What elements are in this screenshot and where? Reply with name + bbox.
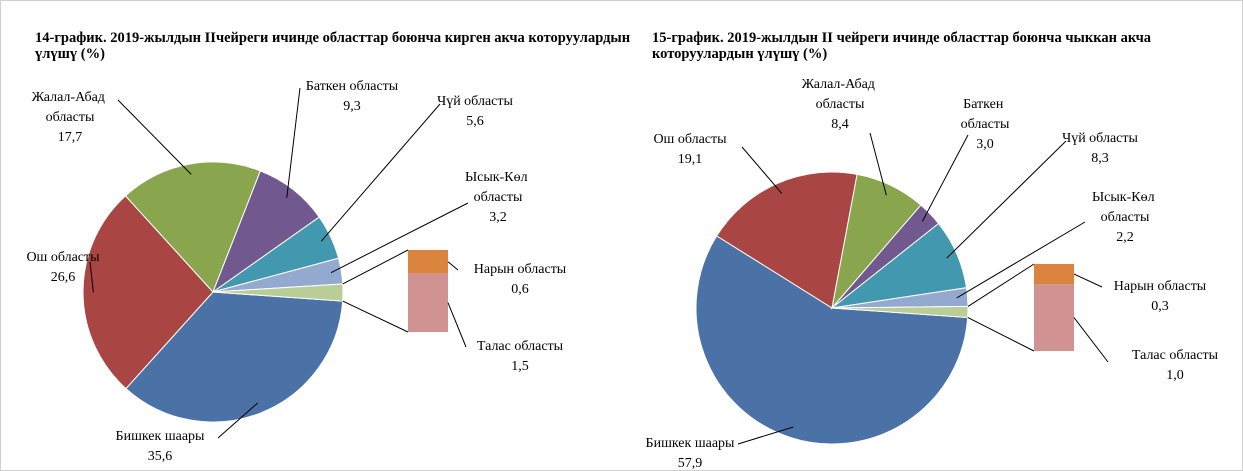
value-label: 1,0: [1166, 368, 1184, 383]
label-line: Баткен: [963, 97, 1007, 112]
leader-line: [1073, 273, 1103, 288]
category-label: Талас областы: [1132, 348, 1219, 363]
category-label: Нарын областы: [1114, 279, 1207, 294]
connector: [342, 249, 409, 285]
leader-line: [447, 302, 467, 348]
value-label: 8,3: [1091, 151, 1109, 166]
value-label: 1,5: [511, 359, 529, 374]
bar-segment: [408, 250, 448, 274]
pie-slice: [124, 161, 261, 293]
value-label: 26,6: [51, 270, 76, 285]
pie-slice: [695, 235, 969, 445]
label-line: Ысык-Көл: [1092, 190, 1158, 205]
category-label: Бишкек шаары: [646, 436, 735, 451]
category-label: Баткен областы: [306, 79, 399, 94]
pie-slice: [716, 171, 858, 309]
category-label: Ош областы: [26, 250, 100, 265]
category-label: Талас областы: [477, 339, 564, 354]
leader-line: [869, 132, 887, 196]
label-line: Ысык-Көл: [465, 170, 531, 185]
value-label: 8,4: [831, 117, 849, 132]
chart-title: 14-график. 2019-жылдын IIчейреги ичинде …: [35, 30, 631, 62]
label-line: Жалал-Абад: [802, 77, 879, 92]
pie-slice-other: [831, 305, 969, 319]
category-label: Жалал-Абад областы: [802, 77, 879, 112]
label-line: областы: [474, 190, 523, 205]
value-label: 9,3: [343, 99, 361, 114]
pie-slice-other: [212, 283, 344, 302]
value-label: 3,0: [976, 137, 994, 152]
value-label: 17,7: [58, 130, 83, 145]
chart-title: 15-график. 2019-жылдын II чейреги ичинде…: [652, 30, 1152, 62]
leader-line: [921, 134, 969, 222]
label-line: Жалал-Абад: [32, 90, 109, 105]
leader-line: [320, 103, 441, 242]
connector: [342, 300, 409, 333]
bar-segment: [1034, 284, 1074, 351]
value-label: 2,2: [1116, 230, 1134, 245]
value-label: 3,2: [489, 210, 507, 225]
category-label: Чүй областы: [437, 94, 513, 109]
bar-segment: [1034, 264, 1074, 285]
value-label: 57,9: [678, 456, 703, 471]
leader-line: [956, 221, 1086, 299]
pie-slice: [125, 291, 344, 423]
bar-segment: [408, 273, 448, 332]
value-label: 5,6: [466, 114, 484, 129]
category-label: Жалал-Абад областы: [32, 90, 109, 125]
leader-line: [741, 146, 783, 194]
category-label: Чүй областы: [1062, 131, 1138, 146]
category-label: Ысык-Көл областы: [1092, 190, 1158, 225]
pie-slice: [82, 195, 214, 390]
leader-line: [1073, 317, 1109, 363]
category-label: Баткен областы: [961, 97, 1010, 132]
value-label: 0,3: [1151, 299, 1169, 314]
label-line: областы: [961, 117, 1010, 132]
value-label: 19,1: [678, 152, 703, 167]
value-label: 35,6: [148, 449, 173, 464]
leader-line: [117, 99, 192, 175]
leader-line: [737, 426, 794, 445]
leader-line: [217, 402, 259, 439]
leader-line: [89, 261, 94, 293]
label-line: областы: [1101, 210, 1150, 225]
category-label: Ысык-Көл областы: [465, 170, 531, 205]
connector: [967, 263, 1035, 307]
label-line: областы: [46, 110, 95, 125]
connector: [967, 317, 1035, 352]
leader-line: [447, 261, 459, 271]
label-line: областы: [816, 97, 865, 112]
category-label: Нарын областы: [474, 262, 567, 277]
category-label: Бишкек шаары: [116, 429, 205, 444]
category-label: Ош областы: [653, 132, 727, 147]
leader-line: [330, 202, 469, 274]
leader-line: [946, 140, 1067, 259]
leader-line: [286, 87, 301, 198]
value-label: 0,6: [511, 282, 529, 297]
